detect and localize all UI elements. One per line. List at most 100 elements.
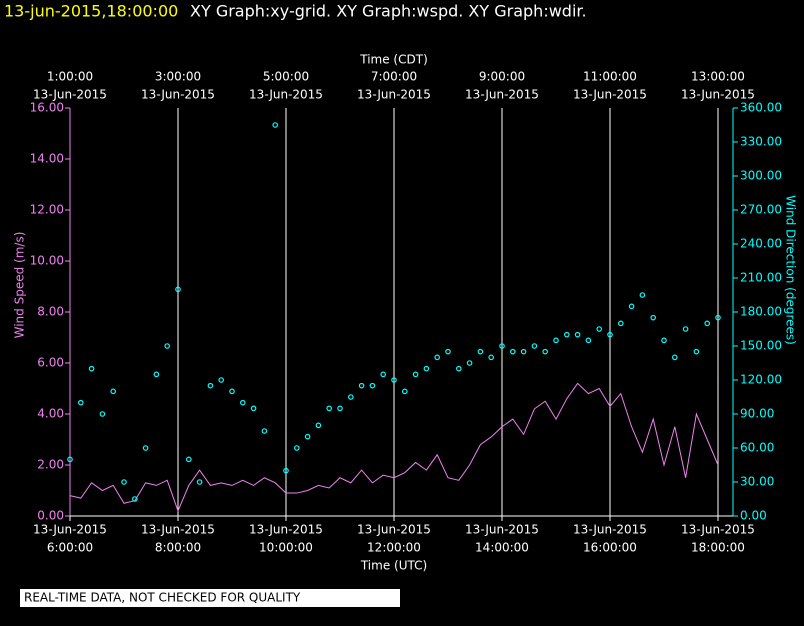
x-tick-date: 13-Jun-2015 — [573, 523, 647, 537]
wdir-point — [99, 411, 106, 417]
wdir-point — [78, 399, 84, 406]
x-tick-label: 18:00:00 — [691, 541, 745, 555]
chart-title: XY Graph:xy-grid. XY Graph:wspd. XY Grap… — [190, 2, 587, 21]
y-tick-label: 2.00 — [37, 458, 64, 472]
wdir-point — [542, 348, 549, 355]
x-tick-label: 6:00:00 — [47, 541, 93, 555]
wdir-point — [715, 314, 721, 321]
x2-tick-date: 13-Jun-2015 — [33, 88, 107, 102]
y2-tick-label: 210.00 — [740, 271, 782, 285]
wdir-point — [88, 365, 95, 372]
title-time: 13-jun-2015,18:00:00 — [4, 2, 178, 21]
y2-tick-label: 240.00 — [740, 237, 782, 251]
y-tick-label: 10.00 — [30, 254, 64, 268]
wdir-point — [574, 331, 581, 338]
wdir-point — [121, 479, 127, 485]
wdir-point — [466, 360, 473, 366]
y-tick-label: 14.00 — [30, 152, 64, 166]
x-tick-label: 12:00:00 — [367, 541, 421, 555]
wdir-point — [423, 365, 430, 372]
wdir-point — [520, 348, 527, 355]
wdir-point — [175, 286, 181, 293]
wdir-point — [218, 377, 225, 383]
wdir-point — [153, 371, 160, 378]
x-tick-date: 13-Jun-2015 — [465, 523, 539, 537]
x2-tick-label: 5:00:00 — [263, 70, 309, 84]
y2-tick-label: 270.00 — [740, 203, 782, 217]
wdir-point — [369, 382, 376, 389]
x-axis-label: Time (UTC) — [360, 559, 427, 573]
y2-tick-label: 330.00 — [740, 135, 782, 149]
wspd-line — [69, 382, 719, 513]
wdir-point — [250, 405, 257, 412]
wdir-point — [196, 479, 203, 485]
wdir-point — [110, 388, 117, 395]
wdir-point — [553, 337, 559, 344]
x-tick-date: 13-Jun-2015 — [681, 523, 755, 537]
x-tick-date: 13-Jun-2015 — [249, 523, 323, 537]
wdir-point — [585, 337, 592, 344]
wdir-point — [563, 331, 570, 338]
wdir-point — [509, 348, 516, 355]
x2-tick-date: 13-Jun-2015 — [249, 88, 323, 102]
wdir-point — [261, 428, 268, 434]
wdir-point — [186, 456, 192, 463]
wdir-point — [434, 354, 441, 361]
x2-tick-label: 9:00:00 — [479, 70, 525, 84]
wdir-point — [229, 388, 235, 395]
y2-tick-label: 360.00 — [740, 101, 782, 115]
y-tick-label: 8.00 — [37, 305, 64, 319]
y-tick-label: 12.00 — [30, 203, 64, 217]
wdir-point — [531, 343, 538, 349]
x2-tick-label: 13:00:00 — [691, 70, 745, 84]
wdir-point — [326, 405, 333, 412]
wdir-point — [650, 314, 657, 321]
x-tick-date: 13-Jun-2015 — [141, 523, 215, 537]
x-tick-date: 13-Jun-2015 — [33, 523, 107, 537]
x-tick-label: 8:00:00 — [155, 541, 201, 555]
y2-tick-label: 180.00 — [740, 305, 782, 319]
wdir-point — [693, 348, 700, 355]
wdir-point — [304, 433, 311, 440]
y2-tick-label: 120.00 — [740, 373, 782, 387]
y-tick-label: 4.00 — [37, 407, 64, 421]
wdir-point — [142, 445, 149, 451]
wdir-point — [207, 382, 214, 389]
x2-tick-date: 13-Jun-2015 — [573, 88, 647, 102]
note-box — [20, 589, 400, 607]
x2-axis-label: Time (CDT) — [359, 53, 428, 67]
y-tick-label: 6.00 — [37, 356, 64, 370]
wdir-point — [240, 399, 246, 406]
x2-tick-label: 3:00:00 — [155, 70, 201, 84]
x-tick-label: 16:00:00 — [583, 541, 637, 555]
wdir-point — [628, 303, 635, 310]
x-tick-date: 13-Jun-2015 — [357, 523, 431, 537]
wdir-point — [477, 348, 484, 355]
wdir-point — [607, 331, 613, 338]
wdir-point — [412, 371, 419, 378]
y2-axis-label: Wind Direction (degrees) — [784, 195, 798, 345]
x2-tick-date: 13-Jun-2015 — [357, 88, 431, 102]
wdir-point — [682, 326, 689, 332]
wdir-point — [283, 467, 289, 474]
y2-tick-label: 300.00 — [740, 169, 782, 183]
y2-tick-label: 60.00 — [740, 441, 774, 455]
x2-tick-date: 13-Jun-2015 — [141, 88, 215, 102]
y-tick-label: 16.00 — [30, 101, 64, 115]
wdir-point — [337, 405, 343, 412]
wdir-point — [455, 365, 462, 372]
wdir-point — [617, 320, 624, 327]
y2-tick-label: 90.00 — [740, 407, 774, 421]
wdir-point — [639, 292, 646, 298]
x2-tick-date: 13-Jun-2015 — [681, 88, 755, 102]
wdir-point — [315, 422, 322, 429]
wdir-point — [488, 354, 495, 361]
x2-tick-date: 13-Jun-2015 — [465, 88, 539, 102]
x2-tick-label: 7:00:00 — [371, 70, 417, 84]
wdir-point — [164, 343, 171, 349]
wdir-point — [499, 343, 505, 349]
x2-tick-label: 11:00:00 — [583, 70, 637, 84]
wdir-point — [272, 122, 279, 128]
wdir-point — [671, 354, 678, 361]
